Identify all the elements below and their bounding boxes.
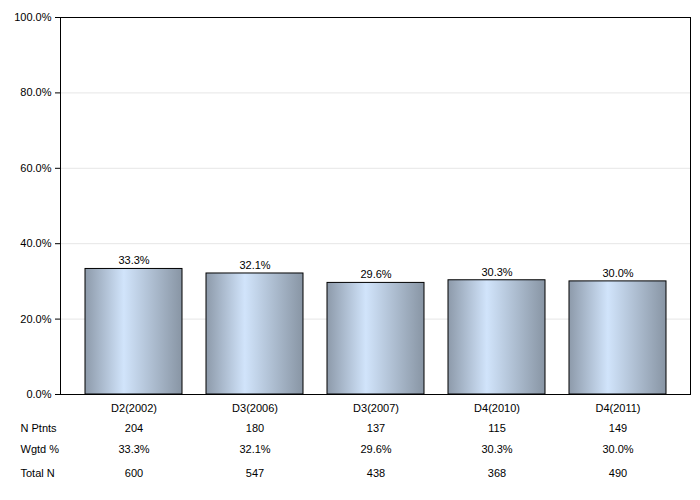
svg-text:137: 137: [367, 422, 385, 434]
svg-text:D4(2011): D4(2011): [595, 402, 640, 414]
svg-text:40.0%: 40.0%: [20, 237, 51, 249]
svg-text:600: 600: [125, 467, 143, 479]
svg-text:60.0%: 60.0%: [20, 162, 51, 174]
svg-text:547: 547: [246, 467, 264, 479]
svg-text:30.0%: 30.0%: [602, 443, 633, 455]
svg-text:29.6%: 29.6%: [360, 443, 391, 455]
svg-text:D3(2006): D3(2006): [232, 402, 278, 414]
svg-text:33.3%: 33.3%: [118, 254, 149, 266]
svg-text:30.3%: 30.3%: [481, 266, 512, 278]
svg-text:32.1%: 32.1%: [239, 443, 270, 455]
svg-text:490: 490: [609, 467, 627, 479]
svg-text:29.6%: 29.6%: [360, 268, 391, 280]
svg-text:30.0%: 30.0%: [602, 267, 633, 279]
svg-text:80.0%: 80.0%: [20, 86, 51, 98]
svg-text:D2(2002): D2(2002): [111, 402, 157, 414]
svg-text:33.3%: 33.3%: [118, 443, 149, 455]
svg-text:368: 368: [488, 467, 506, 479]
svg-text:100.0%: 100.0%: [14, 11, 52, 23]
svg-text:180: 180: [246, 422, 264, 434]
svg-text:0.0%: 0.0%: [26, 388, 51, 400]
svg-text:115: 115: [488, 422, 506, 434]
svg-text:Wgtd %: Wgtd %: [21, 443, 60, 455]
svg-text:D3(2007): D3(2007): [353, 402, 399, 414]
svg-text:D4(2010): D4(2010): [474, 402, 520, 414]
svg-text:Total N: Total N: [21, 467, 55, 479]
svg-text:20.0%: 20.0%: [20, 313, 51, 325]
svg-text:149: 149: [609, 422, 627, 434]
svg-text:204: 204: [125, 422, 143, 434]
svg-text:30.3%: 30.3%: [481, 443, 512, 455]
svg-text:32.1%: 32.1%: [239, 259, 270, 271]
svg-text:438: 438: [367, 467, 385, 479]
svg-text:N Ptnts: N Ptnts: [21, 422, 58, 434]
